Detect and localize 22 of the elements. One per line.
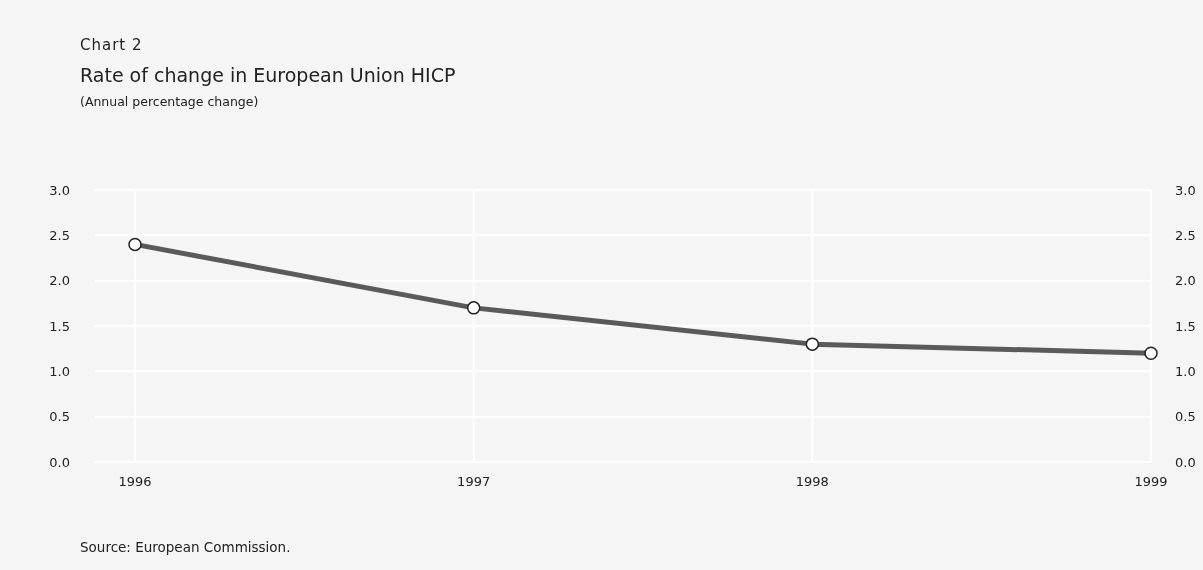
y-tick-label: 0.5 xyxy=(49,409,70,425)
y-tick-label: 2.5 xyxy=(49,227,70,243)
y-tick-label: 3.0 xyxy=(49,182,70,198)
x-tick-label: 1997 xyxy=(457,474,491,489)
chart-title: Rate of change in European Union HICP xyxy=(80,64,456,86)
y-tick-label: 1.0 xyxy=(49,363,70,379)
y2-tick-label: 3.0 xyxy=(1175,182,1196,198)
source-note: Source: European Commission. xyxy=(80,539,291,555)
y2-tick-label: 0.5 xyxy=(1175,409,1196,425)
y2-tick-label: 0.0 xyxy=(1175,454,1196,470)
y-tick-label: 1.5 xyxy=(49,318,70,334)
x-tick-label: 1999 xyxy=(1134,474,1168,489)
y2-tick-label: 2.5 xyxy=(1175,227,1196,243)
y2-tick-label: 2.0 xyxy=(1175,273,1196,289)
y-tick-label: 0.0 xyxy=(49,454,70,470)
caption: Chart 2 xyxy=(80,36,143,54)
chart-subtitle: (Annual percentage change) xyxy=(80,94,259,109)
y2-tick-label: 1.0 xyxy=(1175,363,1196,379)
x-tick-label: 1996 xyxy=(118,474,152,489)
y2-tick-label: 1.5 xyxy=(1175,318,1196,334)
y-tick-label: 2.0 xyxy=(49,273,70,289)
x-tick-label: 1998 xyxy=(795,474,829,489)
